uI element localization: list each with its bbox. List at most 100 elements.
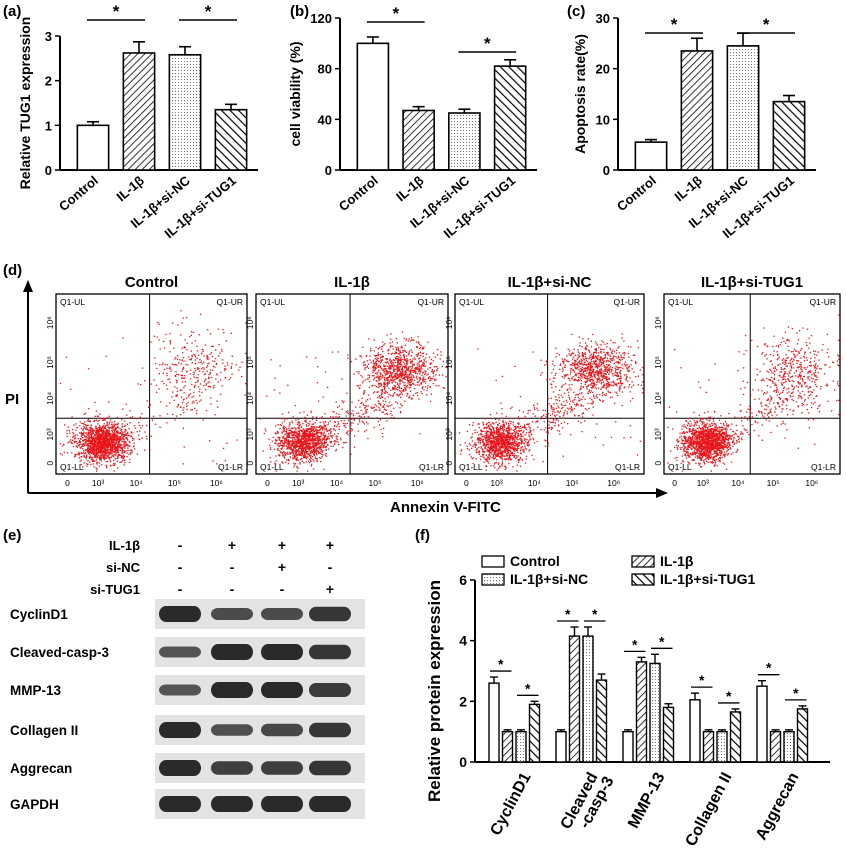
scatter-point [401, 358, 403, 361]
scatter-point [479, 438, 481, 440]
scatter-point [285, 445, 287, 447]
scatter-point [78, 445, 80, 447]
y-tick-label: 0 [603, 163, 610, 178]
scatter-point [342, 442, 345, 444]
scatter-point [87, 451, 89, 453]
scatter-point [193, 353, 195, 356]
scatter-point [430, 358, 432, 361]
scatter-point [291, 434, 293, 436]
scatter-point [133, 442, 135, 444]
scatter-point [285, 433, 287, 435]
scatter-point [497, 448, 499, 450]
scatter-point [168, 367, 171, 370]
scatter-point [466, 445, 468, 447]
scatter-point [312, 458, 314, 461]
scatter-point [515, 426, 517, 429]
scatter-point [415, 354, 417, 356]
scatter-point [498, 446, 501, 449]
scatter-point [111, 447, 114, 449]
scatter-point [106, 417, 109, 419]
scatter-point [124, 433, 126, 435]
scatter-point [419, 433, 421, 435]
scatter-point [121, 440, 123, 443]
scatter-point [312, 439, 315, 441]
scatter-point [198, 334, 200, 336]
scatter-point [91, 457, 93, 459]
scatter-point [322, 450, 324, 452]
scatter-point [519, 430, 521, 432]
scatter-point [527, 445, 529, 447]
scatter-point [114, 444, 116, 446]
scatter-point [416, 346, 418, 348]
scatter-point [95, 410, 97, 412]
scatter-point [83, 453, 85, 455]
scatter-point [298, 427, 300, 429]
scatter-point [491, 451, 493, 453]
scatter-point [362, 413, 364, 415]
scatter-point [102, 433, 104, 435]
scatter-point [300, 429, 302, 431]
scatter-point [364, 379, 366, 381]
x-tick-label: 10⁴ [130, 478, 143, 488]
scatter-point [96, 433, 98, 435]
scatter-point [90, 437, 92, 439]
scatter-point [365, 410, 367, 413]
scatter-point [169, 402, 171, 404]
scatter-point [166, 364, 168, 366]
scatter-point [117, 452, 120, 454]
scatter-point [118, 438, 120, 440]
scatter-point [408, 367, 410, 369]
scatter-point [89, 437, 91, 439]
scatter-point [397, 395, 400, 397]
scatter-point [409, 386, 411, 389]
scatter-point [401, 378, 403, 380]
scatter-point [518, 429, 520, 432]
scatter-point [497, 444, 499, 446]
scatter-point [298, 436, 300, 438]
scatter-point [291, 449, 293, 451]
scatter-point [220, 371, 222, 374]
scatter-point [496, 455, 498, 457]
scatter-point [386, 373, 388, 375]
scatter-point [319, 424, 321, 427]
scatter-point [168, 378, 171, 380]
scatter-point [171, 322, 174, 324]
scatter-point [109, 451, 111, 453]
scatter-point [295, 419, 297, 421]
scatter-point [288, 427, 290, 429]
scatter-point [513, 455, 515, 457]
scatter-point [205, 384, 207, 386]
scatter-point [70, 442, 73, 444]
scatter-point [392, 387, 395, 389]
quadrant-lr: Q1-LR [218, 462, 243, 472]
scatter-point [379, 366, 382, 368]
scatter-point [501, 464, 503, 466]
scatter-point [347, 357, 349, 359]
scatter-point [193, 372, 195, 374]
scatter-point [388, 401, 391, 403]
scatter-point [373, 370, 375, 372]
scatter-point [83, 462, 85, 464]
scatter-point [127, 449, 129, 451]
scatter-point [341, 408, 343, 410]
scatter-point [230, 366, 233, 368]
scatter-point [222, 447, 225, 450]
scatter-point [101, 464, 103, 466]
scatter-point [299, 462, 301, 464]
scatter-point [413, 363, 415, 366]
scatter-point [366, 354, 368, 357]
scatter-point [292, 457, 294, 459]
scatter-point [297, 421, 299, 423]
x-tick-label: 0 [464, 478, 469, 488]
scatter-point [294, 447, 296, 449]
scatter-point [491, 425, 493, 427]
scatter-point [83, 439, 86, 441]
scatter-point [123, 455, 125, 458]
scatter-point [386, 371, 388, 373]
scatter-point [121, 460, 124, 462]
scatter-point [368, 417, 370, 419]
scatter-point [358, 415, 360, 417]
scatter-point [70, 388, 72, 390]
scatter-point [488, 446, 490, 448]
scatter-point [306, 438, 308, 440]
